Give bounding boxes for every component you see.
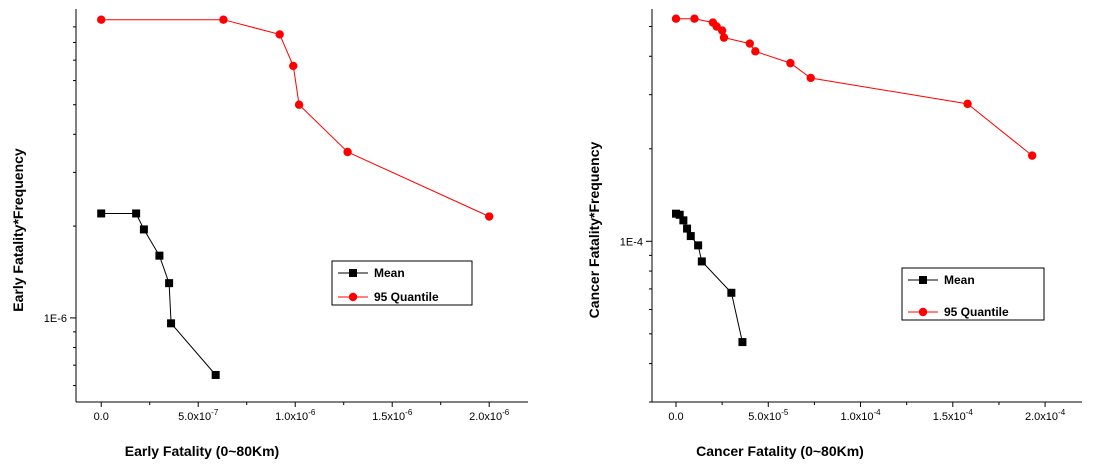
x-tick-exponent: -7	[211, 408, 219, 417]
cancer-fatality-plot: 0.0 5.0x10-5 1.0x10-4 1.5x10-4 2.0x10-4 1E-4 M…	[620, 9, 1082, 423]
x-tick-exponent: -6	[308, 408, 316, 417]
mean-data-point	[155, 251, 164, 260]
quantile-95-data-point	[289, 61, 298, 71]
quantile-95-data-point	[294, 100, 304, 109]
legend-label: Mean	[944, 273, 975, 287]
mean-data-point	[165, 279, 174, 288]
mean-data-point	[679, 216, 688, 225]
quantile-95-data-point	[275, 30, 284, 39]
legend-square-marker	[349, 269, 357, 277]
x-tick-label: 1.5x10-6	[372, 408, 413, 423]
x-tick-label: 0.0	[668, 411, 683, 423]
y-axis-title: Early Fatality*Frequency	[10, 148, 26, 312]
quantile-95-series-line	[676, 18, 1033, 156]
mean-data-point	[686, 232, 695, 241]
mean-data-point	[727, 288, 736, 297]
early-fatality-plot: 0.0 5.0x10-7 1.0x10-6 1.5x10-6 2.0x10-6 1E-6 M…	[44, 9, 528, 423]
y-axis-title: Cancer Fatality*Frequency	[586, 141, 602, 318]
mean-data-point	[697, 257, 706, 266]
mean-data-point	[132, 209, 141, 218]
quantile-95-data-point	[485, 212, 494, 221]
quantile-95-data-point	[1027, 151, 1037, 160]
x-tick-exponent: -4	[966, 408, 974, 417]
quantile-95-data-point	[806, 73, 815, 83]
quantile-95-data-point	[690, 14, 699, 23]
x-tick-label: 1.0x10-6	[275, 408, 316, 423]
x-axis-title: Early Fatality (0~80Km)	[125, 443, 279, 459]
mean-data-point	[97, 209, 106, 218]
x-tick-exponent: -5	[781, 408, 789, 417]
legend-circle-marker	[348, 292, 358, 302]
y-tick-label: 1E-4	[620, 236, 643, 248]
quantile-95-data-point	[219, 15, 228, 24]
x-tick-label: 1.0x10-4	[840, 408, 881, 423]
y-tick-label: 1E-6	[44, 313, 67, 325]
x-tick-label: 5.0x10-7	[178, 408, 219, 423]
mean-series-line	[101, 213, 217, 376]
x-axis-title: Cancer Fatality (0~80Km)	[696, 443, 864, 459]
quantile-95-data-point	[343, 147, 352, 157]
mean-data-point	[139, 225, 148, 234]
quantile-95-data-point	[671, 14, 681, 23]
cancer-fatality-chart: Cancer Fatality (0~80Km) Cancer Fatality…	[586, 141, 864, 459]
early-fatality-chart: Early Fatality (0~80Km) Early Fatality*F…	[10, 148, 279, 459]
x-tick-label: 0.0	[94, 411, 109, 423]
x-tick-label: 2.0x10-4	[1025, 408, 1066, 423]
legend-label: 95 Quantile	[944, 305, 1009, 319]
quantile-95-data-point	[719, 33, 729, 42]
x-tick-exponent: -4	[1058, 408, 1066, 417]
x-tick-label: 2.0x10-6	[469, 408, 510, 423]
legend-label: 95 Quantile	[374, 290, 439, 304]
x-tick-exponent: -6	[502, 408, 510, 417]
quantile-95-series-line	[101, 19, 490, 217]
legend: Mean 95 Quantile	[901, 267, 1045, 321]
mean-data-point	[694, 241, 703, 250]
quantile-95-data-point	[717, 26, 727, 35]
quantile-95-data-point	[963, 99, 972, 109]
legend: Mean 95 Quantile	[331, 260, 473, 306]
x-tick-label: 5.0x10-5	[748, 408, 789, 423]
legend-circle-marker	[918, 307, 928, 317]
x-tick-label: 1.5x10-4	[933, 408, 974, 423]
mean-data-point	[738, 338, 747, 347]
mean-data-point	[675, 210, 684, 219]
mean-data-point	[211, 370, 220, 379]
x-tick-exponent: -4	[873, 408, 881, 417]
mean-data-point	[167, 319, 176, 328]
x-tick-exponent: -6	[405, 408, 413, 417]
legend-label: Mean	[374, 266, 405, 280]
quantile-95-data-point	[97, 15, 106, 24]
quantile-95-data-point	[745, 39, 755, 48]
quantile-95-data-point	[786, 58, 795, 68]
quantile-95-data-point	[751, 47, 760, 56]
mean-series-line	[675, 213, 743, 343]
mean-data-point	[683, 224, 692, 233]
legend-square-marker	[919, 276, 927, 284]
